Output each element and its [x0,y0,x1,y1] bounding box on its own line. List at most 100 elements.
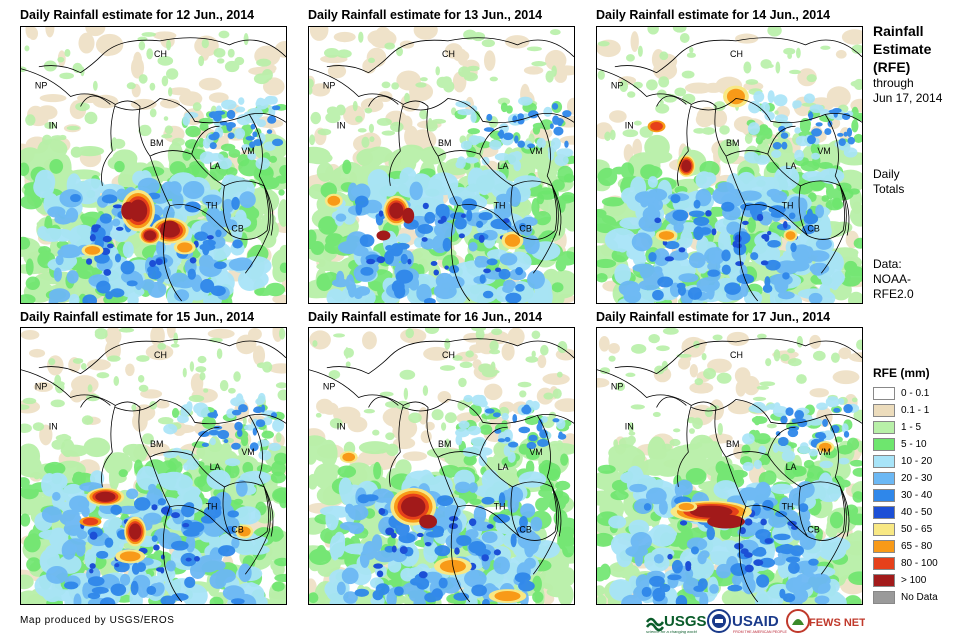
map-title-line1: Rainfall [873,23,924,39]
country-label-np: NP [323,81,335,91]
country-label-ch: CH [730,49,743,59]
country-label-in: IN [337,120,346,130]
legend-swatch [873,472,895,485]
legend-item: 30 - 40 [873,487,938,504]
usgs-logo: USGS science for a changing world [645,613,707,634]
legend-item: 80 - 100 [873,555,938,572]
country-label-np: NP [35,81,47,91]
legend-title: RFE (mm) [873,366,930,380]
legend-swatch [873,489,895,502]
legend-label: > 100 [901,575,927,586]
country-label-vm: VM [817,447,830,457]
legend-rows: 0 - 0.1 0.1 - 1 1 - 5 5 - 10 10 - 20 20 - 30 3… [873,385,938,606]
country-label-la: LA [786,161,797,171]
map-title-block: Rainfall Estimate (RFE) through Jun 17, … [873,22,942,106]
rainfall-map-jun14: CH NP IN BM LA VM TH CB [596,26,863,304]
map-canvas: CH NP IN BM LA VM TH CB [597,27,862,303]
country-label-th: TH [494,201,506,211]
legend-swatch [873,574,895,587]
through-date: Jun 17, 2014 [873,91,943,105]
map-canvas: CH NP IN BM LA VM TH CB [309,27,574,303]
country-label-th: TH [782,201,794,211]
agency-logos: USGS science for a changing world USAID … [645,609,865,634]
country-label-bm: BM [438,138,451,148]
panel-title-jun12: Daily Rainfall estimate for 12 Jun., 201… [20,8,255,22]
legend-label: 50 - 65 [901,524,933,535]
panel-title-jun16: Daily Rainfall estimate for 16 Jun., 201… [308,310,543,324]
country-label-ch: CH [154,49,167,59]
country-label-np: NP [611,81,623,91]
legend-item: 65 - 80 [873,538,938,555]
legend-swatch [873,455,895,468]
legend-swatch [873,506,895,519]
legend-label: 0 - 0.1 [901,388,930,399]
data-source-line2: RFE2.0 [873,287,914,301]
country-label-cb: CB [807,224,819,234]
legend-swatch [873,387,895,400]
country-label-np: NP [323,382,335,392]
country-label-cb: CB [807,525,819,535]
totals-block: Daily Totals [873,167,904,197]
country-label-ch: CH [730,350,743,360]
panel-title-jun17: Daily Rainfall estimate for 17 Jun., 201… [596,310,831,324]
map-title-line2: Estimate [873,41,932,57]
legend-swatch [873,591,895,604]
country-label-cb: CB [231,224,243,234]
fewsnet-logo: FEWS NET [786,609,865,633]
map-canvas: CH NP IN BM LA VM TH CB [597,328,862,604]
data-source-block: Data: NOAA- RFE2.0 [873,257,914,302]
country-label-bm: BM [726,138,739,148]
country-label-vm: VM [241,447,254,457]
legend-item: 20 - 30 [873,470,938,487]
country-label-vm: VM [817,146,830,156]
rfe-legend: RFE (mm) 0 - 0.1 0.1 - 1 1 - 5 5 - 10 10 - 2… [873,366,938,606]
country-label-th: TH [206,502,218,512]
country-label-bm: BM [150,138,163,148]
usaid-wordmark: USAID [732,613,779,630]
legend-swatch [873,540,895,553]
legend-label: 10 - 20 [901,456,933,467]
country-label-cb: CB [519,525,531,535]
rainfall-map-jun12: CH NP IN BM LA VM TH CB [20,26,287,304]
country-label-bm: BM [150,439,163,449]
country-label-in: IN [625,421,634,431]
usaid-logo: USAID FROM THE AMERICAN PEOPLE [707,609,787,634]
legend-swatch [873,438,895,451]
country-label-vm: VM [529,146,542,156]
legend-label: 65 - 80 [901,541,933,552]
country-label-np: NP [611,382,623,392]
usgs-wordmark: USGS [664,613,707,630]
map-canvas: CH NP IN BM LA VM TH CB [309,328,574,604]
panel-title-jun13: Daily Rainfall estimate for 13 Jun., 201… [308,8,543,22]
country-label-th: TH [782,502,794,512]
country-label-la: LA [210,462,221,472]
legend-label: No Data [901,592,938,603]
map-title-line3: (RFE) [873,59,911,75]
country-label-la: LA [786,462,797,472]
rainfall-map-jun15: CH NP IN BM LA VM TH CB [20,327,287,605]
legend-label: 1 - 5 [901,422,922,433]
fewsnet-wordmark: FEWS NET [809,617,865,629]
legend-item: 10 - 20 [873,453,938,470]
legend-item: 40 - 50 [873,504,938,521]
totals-line2: Totals [873,182,905,196]
usgs-tagline: science for a changing world [646,629,697,634]
legend-swatch [873,421,895,434]
rainfall-map-jun13: CH NP IN BM LA VM TH CB [308,26,575,304]
legend-label: 0.1 - 1 [901,405,930,416]
legend-item: No Data [873,589,938,606]
country-label-in: IN [49,120,58,130]
country-label-la: LA [210,161,221,171]
legend-label: 5 - 10 [901,439,927,450]
country-label-th: TH [206,201,218,211]
legend-label: 20 - 30 [901,473,933,484]
data-label: Data: [873,257,902,271]
totals-line1: Daily [873,167,900,181]
legend-item: 0 - 0.1 [873,385,938,402]
country-label-cb: CB [231,525,243,535]
panel-title-jun15: Daily Rainfall estimate for 15 Jun., 201… [20,310,255,324]
legend-item: 1 - 5 [873,419,938,436]
country-label-cb: CB [519,224,531,234]
country-label-la: LA [498,161,509,171]
legend-label: 30 - 40 [901,490,933,501]
